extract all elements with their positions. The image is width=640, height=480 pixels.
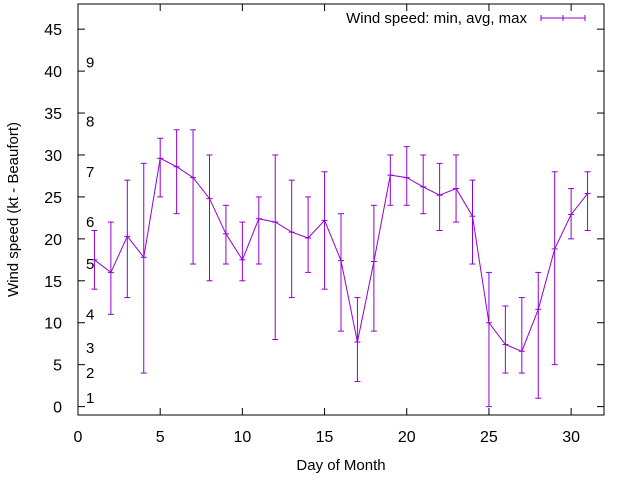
x-tick-label: 5: [156, 429, 165, 446]
y-tick-label: 10: [44, 316, 62, 333]
y-tick-label: 5: [53, 358, 62, 375]
plot-frame: [77, 3, 605, 416]
beaufort-label: 1: [86, 390, 94, 407]
beaufort-label: 2: [86, 365, 94, 382]
avg-line: [94, 157, 588, 352]
x-tick-label: 10: [233, 429, 251, 446]
y-tick-label: 20: [44, 232, 62, 249]
y-tick-label: 40: [44, 64, 62, 81]
x-tick-label: 30: [562, 429, 580, 446]
y-tick-label: 25: [44, 190, 62, 207]
y-tick-label: 15: [44, 274, 62, 291]
series-marks: [91, 129, 591, 408]
y-tick-label: 30: [44, 148, 62, 165]
x-tick-label: 15: [316, 429, 334, 446]
beaufort-scale-labels: 1 2 3 4 5 6 7 8 9: [86, 55, 94, 408]
y-axis-label: Wind speed (kt - Beaufort): [5, 122, 22, 297]
x-axis-label: Day of Month: [296, 457, 385, 474]
beaufort-label: 3: [86, 340, 94, 357]
beaufort-label: 6: [86, 214, 94, 231]
x-tick-label: 0: [74, 429, 83, 446]
legend: Wind speed: min, avg, max: [346, 10, 586, 27]
x-tick-label: 20: [398, 429, 416, 446]
y-tick-label: 45: [44, 22, 62, 39]
beaufort-label: 8: [86, 113, 94, 130]
x-tick-label: 25: [480, 429, 498, 446]
legend-label: Wind speed: min, avg, max: [346, 10, 527, 27]
beaufort-label: 7: [86, 164, 94, 181]
y-tick-label: 35: [44, 106, 62, 123]
beaufort-label: 5: [86, 256, 94, 273]
y-tick-label: 0: [53, 400, 62, 417]
beaufort-label: 4: [86, 306, 94, 323]
beaufort-label: 9: [86, 55, 94, 72]
